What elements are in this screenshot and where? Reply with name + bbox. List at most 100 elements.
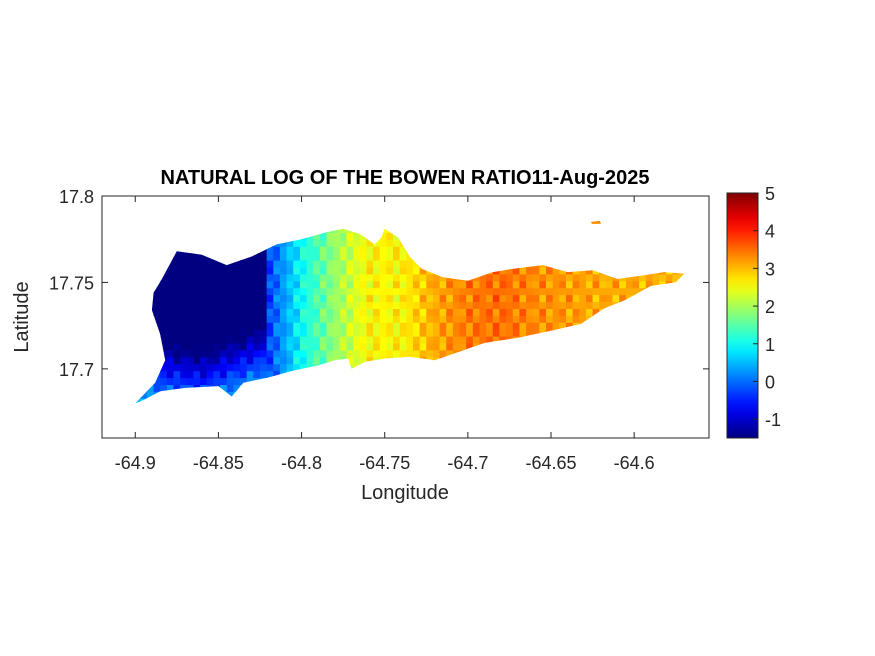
heatmap-cell [346, 294, 354, 303]
heatmap-cell [233, 349, 241, 358]
heatmap-cell [379, 329, 387, 337]
heatmap-cell [233, 377, 241, 386]
heatmap-cell [346, 329, 354, 337]
heatmap-cell [432, 336, 441, 344]
heatmap-cell [273, 349, 281, 358]
heatmap-cell [246, 336, 254, 344]
heatmap-cell [213, 342, 221, 351]
heatmap-cell [346, 287, 354, 296]
heatmap-cell [319, 315, 328, 323]
heatmap-cell [559, 287, 567, 296]
heatmap-cell [412, 259, 421, 268]
heatmap-cell [226, 363, 234, 372]
heatmap-cell [353, 315, 361, 323]
heatmap-cell [200, 349, 208, 358]
heatmap-cell [386, 336, 394, 344]
heatmap-cell [579, 308, 587, 316]
heatmap-cell [353, 336, 361, 344]
heatmap-cell [306, 315, 314, 323]
heatmap-cell [273, 301, 281, 309]
heatmap-cell [412, 294, 421, 303]
heatmap-cell [313, 273, 321, 282]
heatmap-cell [279, 287, 288, 296]
heatmap-cell [532, 266, 540, 275]
heatmap-cell [379, 301, 387, 309]
heatmap-cell [412, 308, 421, 316]
heatmap-cell [452, 315, 461, 323]
heatmap-cell [193, 315, 201, 323]
heatmap-cell [273, 259, 281, 268]
heatmap-cell [572, 273, 580, 282]
heatmap-cell [446, 329, 454, 337]
heatmap-cell [306, 294, 314, 303]
heatmap-cell [579, 287, 587, 296]
heatmap-cell [233, 356, 241, 365]
heatmap-cell [180, 273, 188, 282]
heatmap-cell [426, 315, 434, 323]
heatmap-cell [579, 280, 587, 289]
heatmap-cell [359, 294, 368, 303]
heatmap-cell [546, 273, 554, 282]
heatmap-cell [273, 336, 281, 344]
heatmap-cell [299, 294, 308, 303]
heatmap-cell [233, 322, 241, 330]
heatmap-cell [339, 301, 348, 309]
heatmap-cell [266, 280, 274, 289]
heatmap-cell [193, 287, 201, 296]
heatmap-cell [253, 273, 261, 282]
heatmap-cell [572, 287, 580, 296]
heatmap-cell [373, 246, 381, 254]
heatmap-cell [592, 273, 600, 282]
heatmap-cell [373, 259, 381, 268]
heatmap-cell [665, 273, 674, 282]
heatmap-cell [353, 287, 361, 296]
heatmap-cell [406, 329, 414, 337]
heatmap-cell [326, 342, 334, 351]
heatmap-cell [253, 294, 261, 303]
heatmap-cell [186, 273, 195, 282]
heatmap-cell [353, 301, 361, 309]
heatmap-cell [259, 259, 268, 268]
heatmap-cell [313, 315, 321, 323]
heatmap-cell [200, 370, 208, 379]
heatmap-cell [266, 287, 274, 296]
heatmap-cell [386, 253, 394, 261]
heatmap-cell [546, 280, 554, 289]
heatmap-cell [206, 336, 215, 344]
heatmap-cell [226, 329, 234, 337]
heatmap-cell [506, 280, 514, 289]
heatmap-cell [173, 356, 181, 365]
heatmap-cell [319, 232, 328, 240]
heatmap-cell [359, 287, 368, 296]
heatmap-cell [346, 315, 354, 323]
heatmap-cell [293, 294, 301, 303]
heatmap-cell [180, 280, 188, 289]
heatmap-cell [286, 363, 294, 372]
heatmap-cell [319, 349, 328, 358]
heatmap-cell [379, 266, 387, 275]
heatmap-cell [180, 294, 188, 303]
heatmap-cell [386, 246, 394, 254]
heatmap-cell [492, 287, 501, 296]
heatmap-cell [326, 336, 334, 344]
heatmap-cell [213, 294, 221, 303]
heatmap-cell [286, 294, 294, 303]
heatmap-cell [639, 273, 647, 282]
heatmap-cell [492, 336, 501, 344]
heatmap-cell [612, 280, 620, 289]
heatmap-cell [466, 294, 474, 303]
heatmap-cell [432, 301, 441, 309]
heatmap-cell [206, 273, 215, 282]
heatmap-cell [599, 273, 607, 282]
heatmap-cell [439, 294, 447, 303]
heatmap-cell [419, 349, 427, 358]
heatmap-cell [619, 294, 627, 303]
heatmap-cell [273, 370, 281, 379]
heatmap-cell [565, 294, 574, 303]
heatmap-cell [186, 377, 195, 386]
heatmap-cell [652, 280, 660, 289]
heatmap-cell [479, 273, 487, 282]
heatmap-cell [373, 301, 381, 309]
heatmap-cell [519, 280, 527, 289]
